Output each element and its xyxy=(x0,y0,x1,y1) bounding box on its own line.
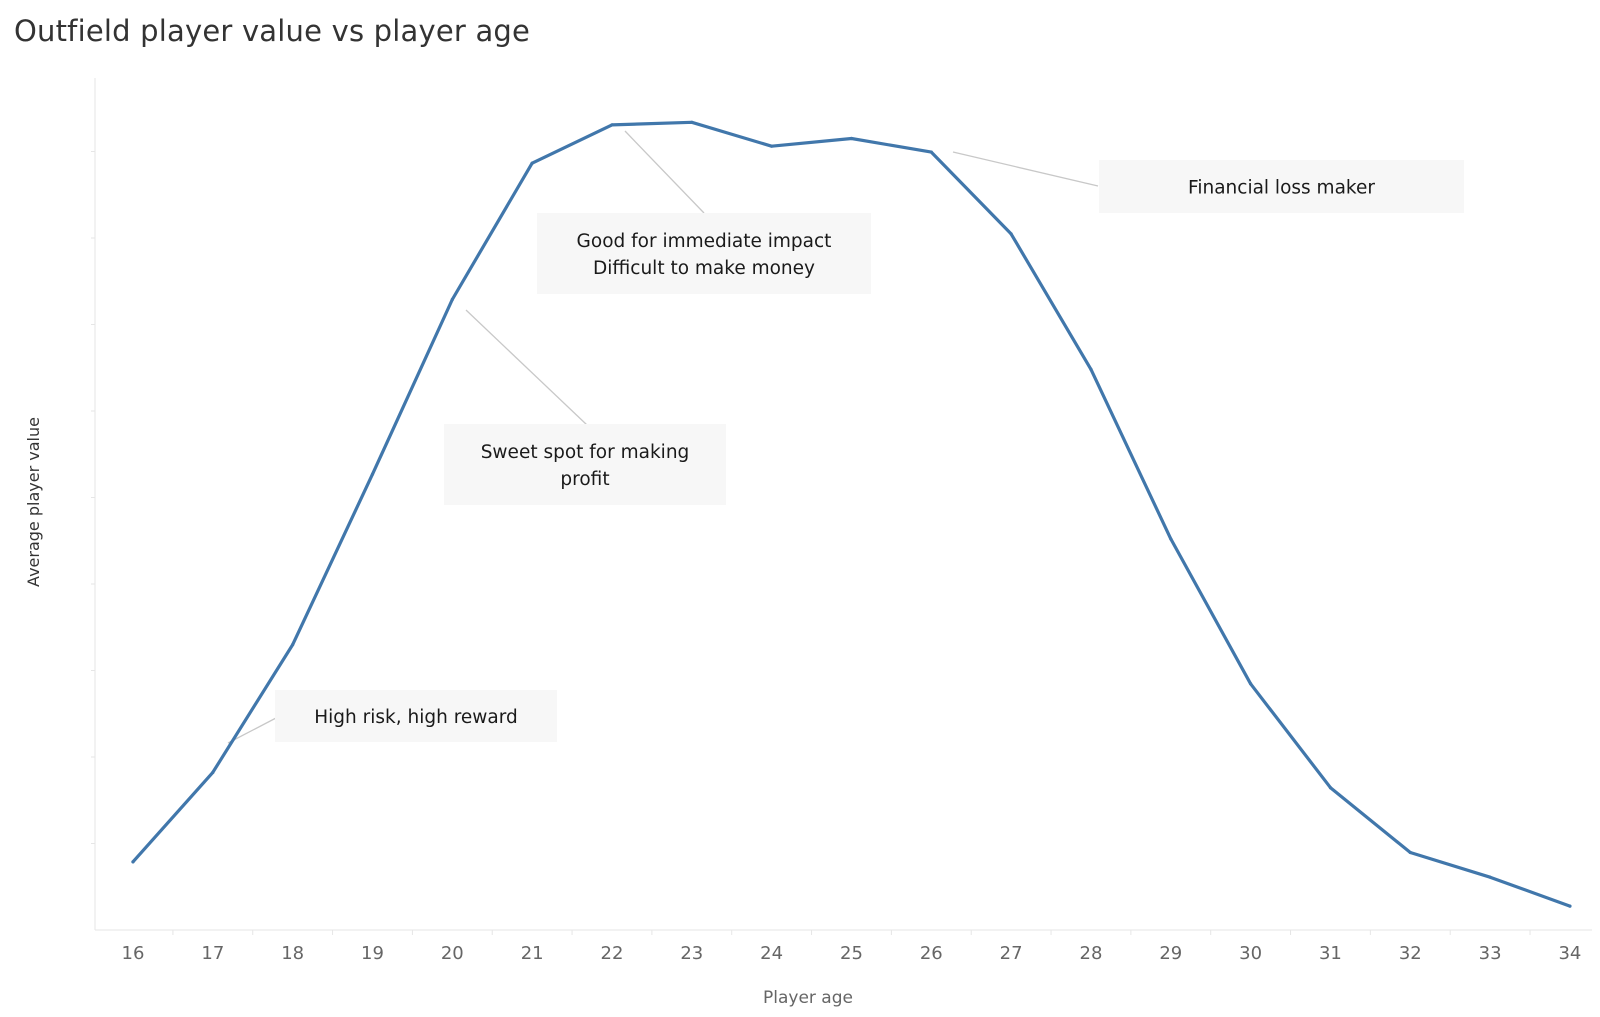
x-tick-labels: 16 17 18 19 20 21 22 23 24 25 26 27 28 29 30 31 32 33 34 xyxy=(122,943,1582,964)
data-point xyxy=(450,297,454,302)
annotation-text: High risk, high reward xyxy=(314,707,518,728)
series-group xyxy=(131,120,1572,908)
data-point xyxy=(530,161,534,165)
annotation-text: Financial loss maker xyxy=(1188,178,1375,199)
data-point xyxy=(1249,682,1253,686)
x-tick-label: 30 xyxy=(1239,943,1262,964)
x-tick-label: 31 xyxy=(1319,943,1342,964)
x-tick-label: 22 xyxy=(601,943,624,964)
annotation-leader xyxy=(624,130,705,214)
x-axis-title: Player age xyxy=(763,988,853,1008)
x-tick-label: 34 xyxy=(1558,943,1581,964)
annotation-text: Sweet spot for making xyxy=(481,442,690,463)
annotations: High risk, high reward Sweet spot for mak… xyxy=(275,160,1464,742)
x-tick-label: 17 xyxy=(201,943,224,964)
data-point xyxy=(770,144,774,148)
annotation-box xyxy=(537,213,871,294)
data-point xyxy=(291,642,295,647)
x-tick-label: 28 xyxy=(1080,943,1103,964)
annotation-leader xyxy=(465,309,588,426)
annotation-text: profit xyxy=(560,469,609,490)
x-tick-label: 26 xyxy=(920,943,943,964)
x-tick-label: 20 xyxy=(441,943,464,964)
data-point xyxy=(849,136,854,141)
annotation-text: Good for immediate impact xyxy=(577,231,832,252)
data-point xyxy=(1089,367,1093,371)
y-axis-title: Average player value xyxy=(24,417,43,587)
data-point xyxy=(1568,904,1572,908)
data-point xyxy=(211,770,215,774)
annotation-leader xyxy=(227,717,277,744)
x-tick-label: 27 xyxy=(1000,943,1023,964)
annotation-leader xyxy=(952,151,1099,187)
data-point xyxy=(690,120,694,124)
x-tick-label: 24 xyxy=(760,943,783,964)
x-tick-label: 16 xyxy=(122,943,145,964)
x-tick-label: 33 xyxy=(1479,943,1502,964)
annotation-leaders xyxy=(227,130,1099,744)
x-tick-label: 32 xyxy=(1399,943,1422,964)
data-point xyxy=(131,860,135,864)
data-point xyxy=(1009,232,1013,236)
data-point xyxy=(1328,786,1333,790)
x-tick-label: 18 xyxy=(281,943,304,964)
axes xyxy=(91,78,1592,935)
annotation-box xyxy=(275,690,557,742)
data-point xyxy=(1169,537,1173,541)
data-point xyxy=(1408,850,1412,855)
data-point xyxy=(1488,875,1492,879)
x-tick-label: 19 xyxy=(361,943,384,964)
chart-title: Outfield player value vs player age xyxy=(14,14,531,48)
data-point xyxy=(370,472,375,476)
x-tick-label: 25 xyxy=(840,943,863,964)
annotation-box xyxy=(1099,160,1464,213)
data-point xyxy=(929,150,933,154)
x-tick-label: 21 xyxy=(521,943,544,964)
annotation-box xyxy=(444,424,726,505)
x-tick-label: 29 xyxy=(1159,943,1182,964)
x-tick-label: 23 xyxy=(680,943,703,964)
data-point xyxy=(610,123,614,127)
annotation-text: Difficult to make money xyxy=(593,258,815,279)
